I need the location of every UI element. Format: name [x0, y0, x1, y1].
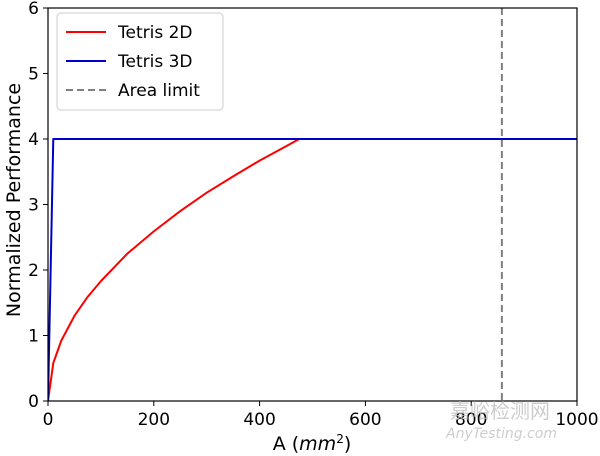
x-tick-label: 0: [43, 410, 54, 430]
y-tick-label: 5: [28, 65, 39, 85]
series-tetris-3d: [48, 138, 577, 401]
watermark-en: AnyTesting.com: [445, 426, 557, 442]
x-axis-title: A (mm2): [273, 432, 352, 455]
x-tick-label: 200: [138, 410, 170, 430]
legend-label-tetris-3d: Tetris 3D: [117, 52, 193, 72]
watermark: 嘉峪检测网 AnyTesting.com: [445, 399, 557, 442]
x-tick-label: 400: [243, 410, 275, 430]
y-tick-label: 3: [28, 196, 39, 216]
x-axis-title-unit: mm: [299, 433, 336, 455]
x-axis-title-suffix: ): [344, 433, 351, 455]
x-tick-label: 600: [349, 410, 381, 430]
y-axis-title: Normalized Performance: [3, 83, 25, 317]
series-tetris-2d: [48, 138, 577, 401]
legend: Tetris 2D Tetris 3D Area limit: [56, 12, 224, 111]
y-tick-label: 4: [28, 130, 39, 150]
ticks-layer: 0 200 400 600 800 1000 0 1 2 3 4 5 6: [28, 0, 598, 430]
y-tick-label: 1: [28, 327, 39, 347]
legend-label-tetris-2d: Tetris 2D: [117, 23, 193, 43]
x-axis-title-exponent: 2: [336, 432, 344, 446]
watermark-cn: 嘉峪检测网: [450, 399, 550, 423]
y-tick-label: 2: [28, 261, 39, 281]
x-axis-title-prefix: A (: [273, 433, 299, 455]
legend-box: [56, 12, 224, 111]
series-layer: [48, 8, 577, 401]
legend-label-area-limit: Area limit: [118, 81, 200, 101]
x-tick-label: 800: [455, 410, 487, 430]
x-tick-label: 1000: [555, 410, 598, 430]
y-tick-label: 6: [28, 0, 39, 19]
y-tick-label: 0: [28, 392, 39, 412]
